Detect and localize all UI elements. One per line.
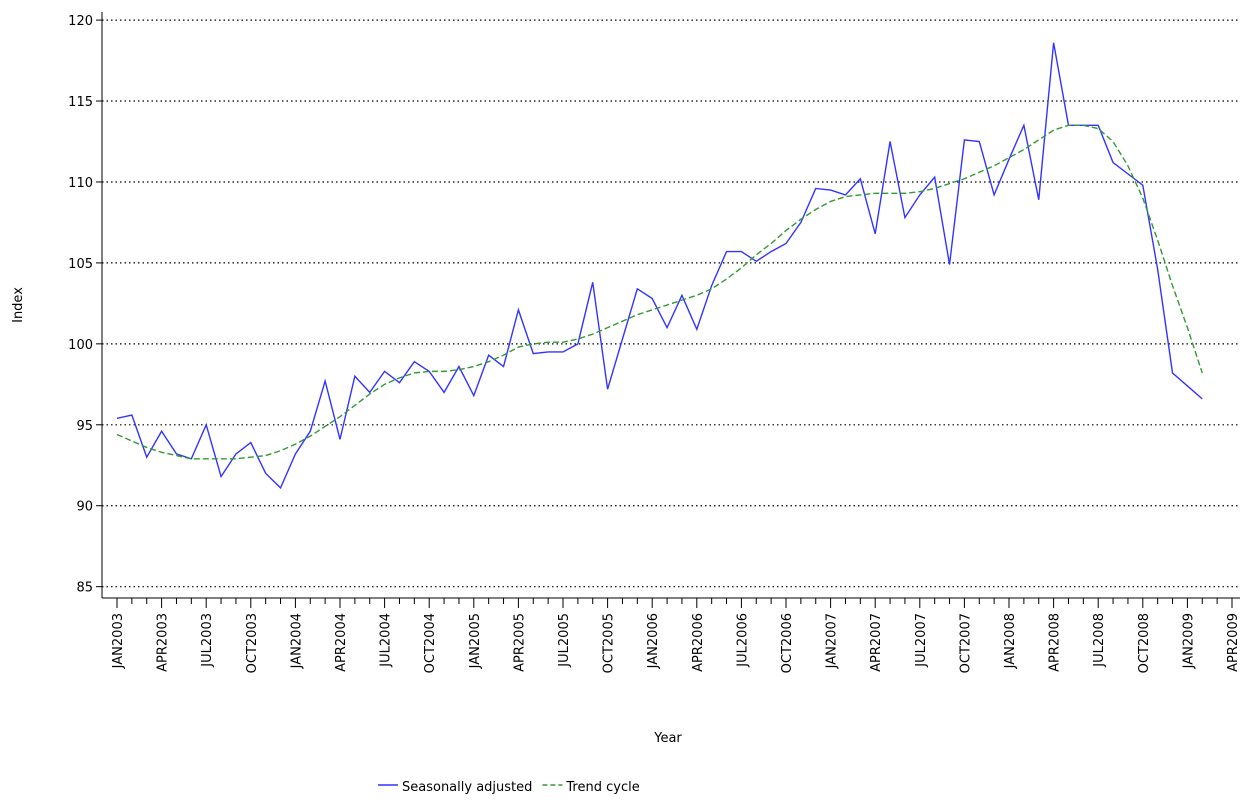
x-tick-label: OCT2008: [1137, 613, 1152, 673]
x-axis-label: Year: [653, 731, 682, 746]
x-tick-label: JUL2003: [200, 613, 215, 668]
y-tick-label: 100: [68, 338, 93, 353]
y-tick-label: 110: [68, 176, 93, 191]
series-line: [116, 42, 1203, 490]
x-tick-label: APR2005: [512, 613, 527, 672]
x-tick-label: OCT2004: [423, 613, 438, 673]
y-tick-label: 105: [68, 257, 93, 272]
x-tick-label: JUL2006: [735, 613, 750, 668]
y-tick-label: 120: [68, 14, 93, 29]
y-tick-label: 115: [68, 95, 93, 110]
x-tick-label: APR2009: [1226, 613, 1241, 672]
x-tick-label: JAN2007: [825, 613, 840, 669]
x-tick-label: APR2008: [1048, 613, 1063, 672]
x-tick-label: JAN2009: [1181, 613, 1196, 669]
x-tick-label: JUL2008: [1092, 613, 1107, 668]
x-tick-label: JUL2005: [557, 613, 572, 668]
series-line: [116, 124, 1203, 460]
x-tick-label: JAN2006: [646, 613, 661, 669]
x-tick-label: JAN2008: [1003, 613, 1018, 669]
y-tick-label: 85: [76, 581, 93, 596]
x-tick-label: OCT2006: [780, 613, 795, 673]
legend: Seasonally adjusted Trend cycle: [378, 780, 640, 795]
y-axis-label: Index: [11, 287, 26, 323]
x-tick-label: JAN2005: [468, 613, 483, 669]
x-tick-label: APR2003: [156, 613, 171, 672]
legend-label: Trend cycle: [565, 780, 639, 795]
x-tick-label: JUL2007: [914, 613, 929, 668]
x-tick-label: APR2006: [691, 613, 706, 672]
x-tick-label: JAN2004: [289, 613, 304, 669]
x-tick-label: APR2007: [869, 613, 884, 672]
x-tick-label: OCT2005: [602, 613, 617, 673]
legend-label: Seasonally adjusted: [402, 780, 532, 795]
y-tick-label: 95: [76, 419, 93, 434]
y-tick-label: 90: [76, 500, 93, 515]
x-tick-label: APR2004: [334, 613, 349, 672]
x-tick-label: OCT2003: [245, 613, 260, 673]
x-tick-label: JAN2003: [111, 613, 126, 669]
x-tick-label: JUL2004: [379, 613, 394, 668]
x-tick-label: OCT2007: [958, 613, 973, 673]
